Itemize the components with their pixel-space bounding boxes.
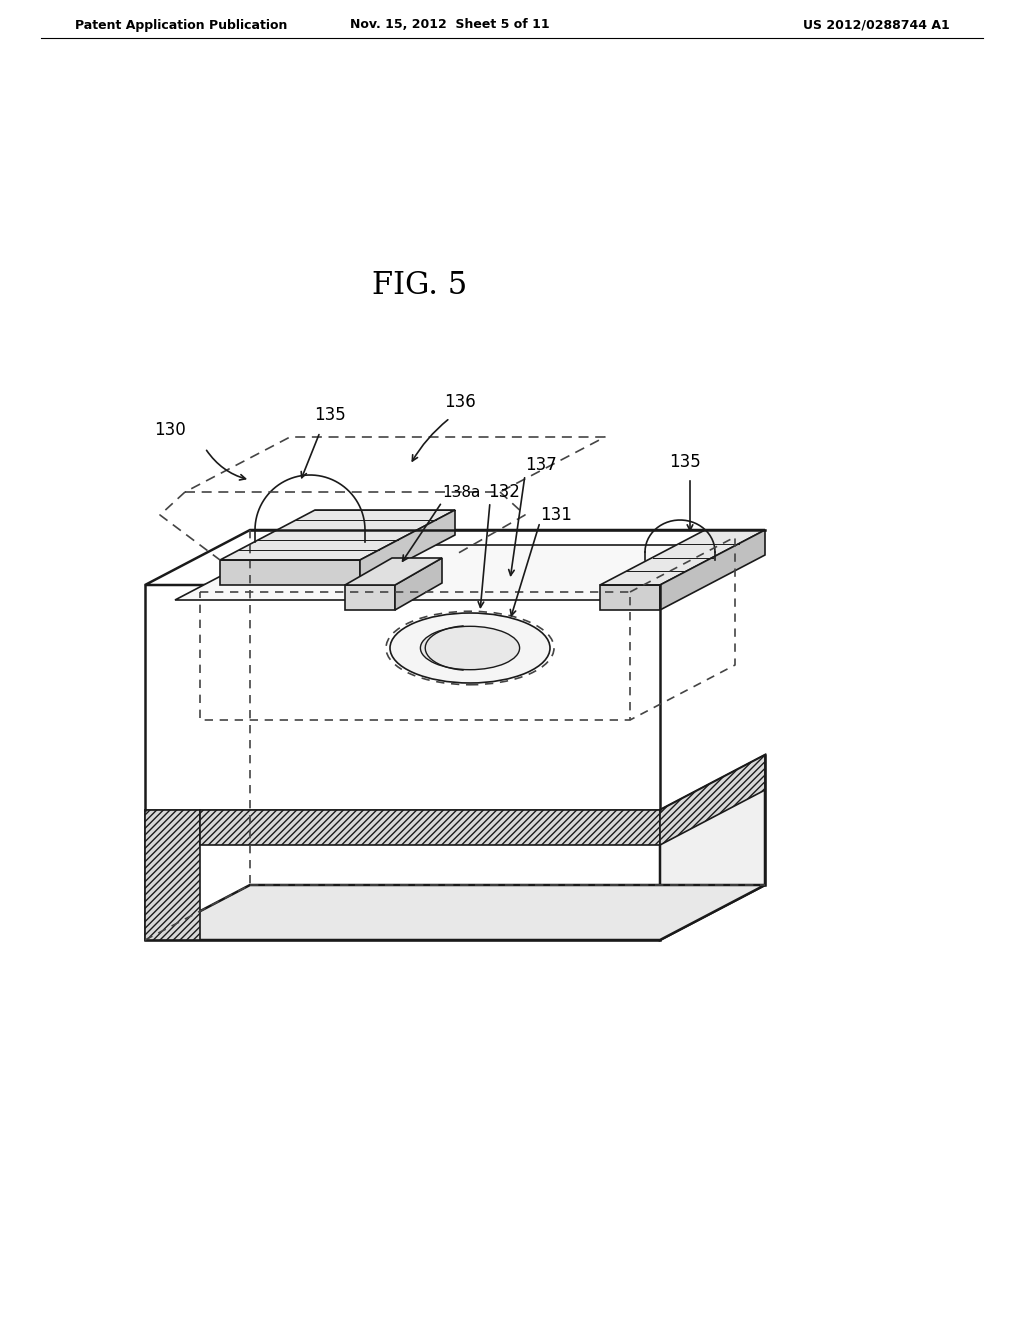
Text: 135: 135 <box>314 407 346 424</box>
Polygon shape <box>145 810 200 940</box>
Polygon shape <box>175 545 735 601</box>
Text: 137: 137 <box>525 455 557 474</box>
Ellipse shape <box>390 612 550 682</box>
Polygon shape <box>145 884 765 940</box>
Text: 130: 130 <box>155 421 186 440</box>
Ellipse shape <box>421 626 519 669</box>
Polygon shape <box>220 510 455 560</box>
Text: 138a: 138a <box>442 484 480 499</box>
Polygon shape <box>600 531 765 585</box>
Text: 136: 136 <box>444 393 476 411</box>
Text: 135: 135 <box>669 453 700 471</box>
Polygon shape <box>145 810 660 940</box>
Text: 131: 131 <box>540 506 571 524</box>
Text: FIG. 5: FIG. 5 <box>373 269 468 301</box>
Polygon shape <box>345 585 395 610</box>
Polygon shape <box>660 755 765 845</box>
Text: Patent Application Publication: Patent Application Publication <box>75 18 288 32</box>
Polygon shape <box>220 560 360 585</box>
Polygon shape <box>660 755 765 940</box>
Polygon shape <box>660 531 765 610</box>
Polygon shape <box>600 585 660 610</box>
Polygon shape <box>360 510 455 585</box>
Polygon shape <box>395 558 442 610</box>
Polygon shape <box>200 810 660 845</box>
Text: Nov. 15, 2012  Sheet 5 of 11: Nov. 15, 2012 Sheet 5 of 11 <box>350 18 550 32</box>
Text: US 2012/0288744 A1: US 2012/0288744 A1 <box>803 18 950 32</box>
Polygon shape <box>345 558 442 585</box>
Text: 132: 132 <box>488 483 520 502</box>
Polygon shape <box>145 531 765 585</box>
